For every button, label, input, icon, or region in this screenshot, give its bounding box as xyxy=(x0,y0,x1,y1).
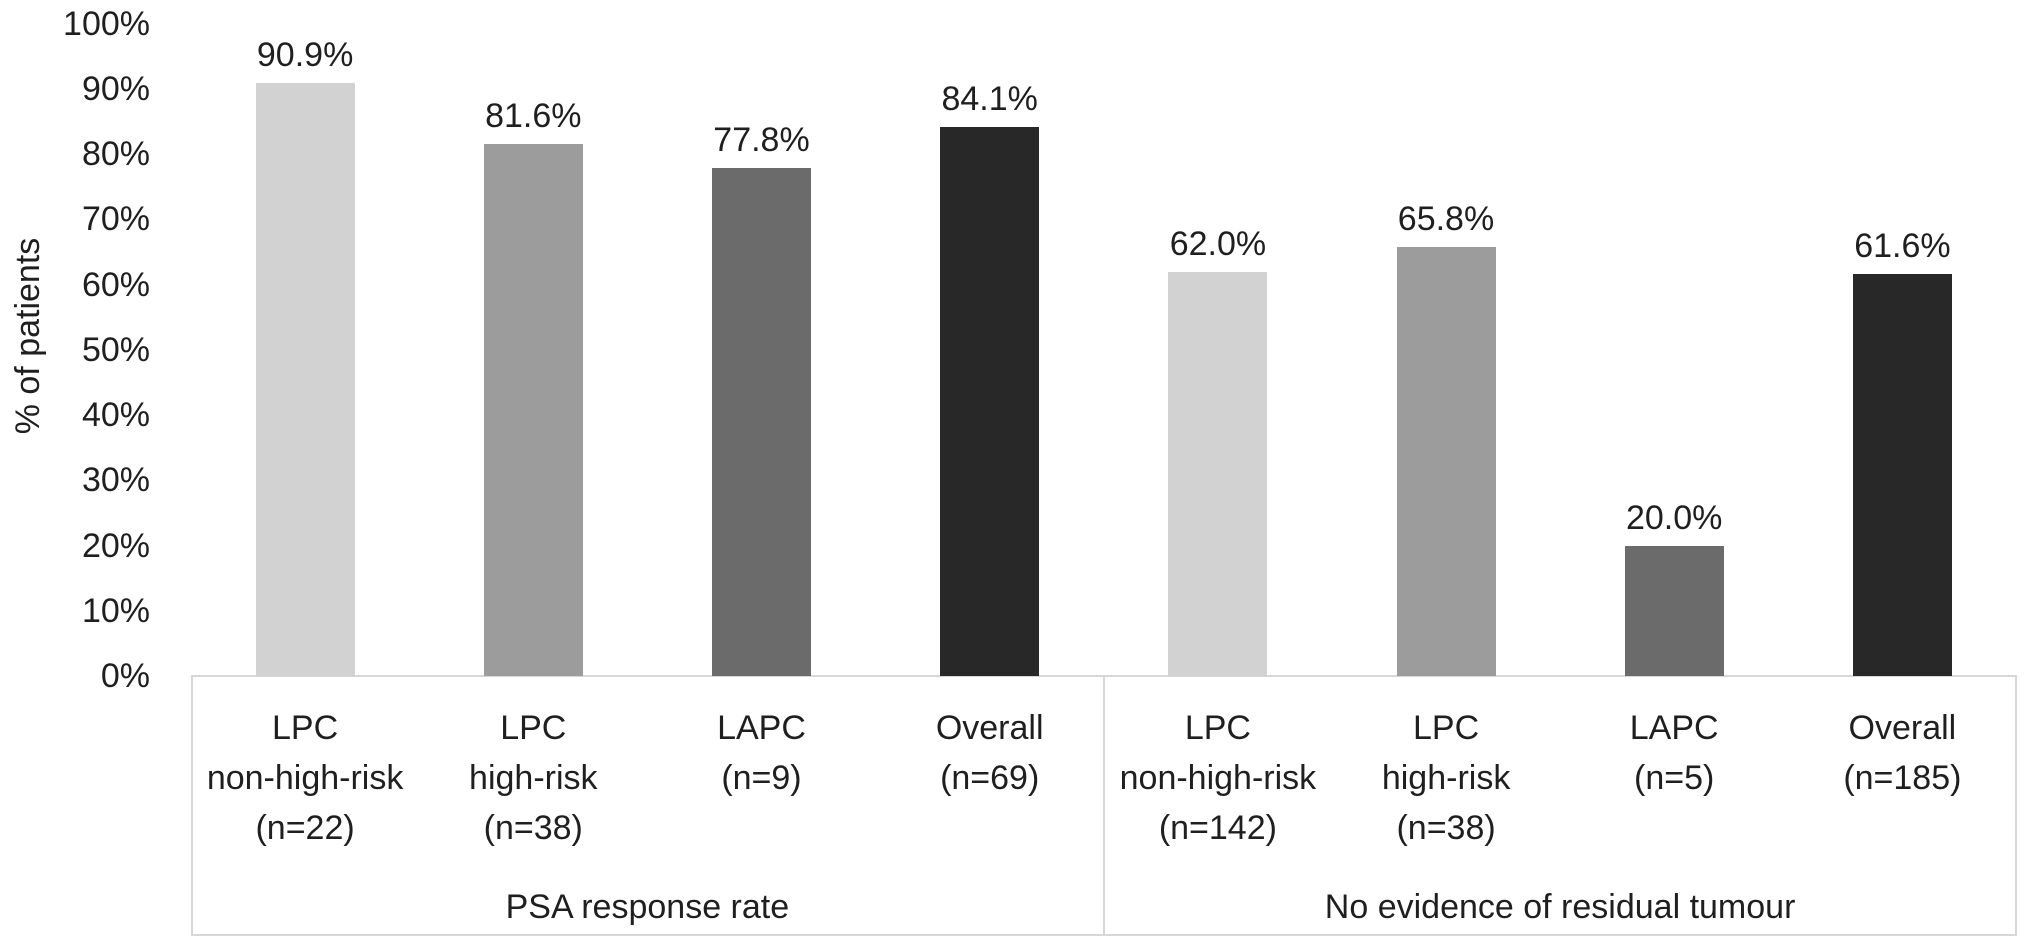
category-label: LAPC (n=5) xyxy=(1560,703,1788,803)
category-label: LPC non-high-risk (n=22) xyxy=(191,703,419,853)
category-label-line: (n=22) xyxy=(255,809,355,847)
category-label-line: (n=38) xyxy=(1396,809,1496,847)
group-label: No evidence of residual tumour xyxy=(1324,888,1796,926)
category-label-line: (n=69) xyxy=(940,759,1040,797)
category-label-line: high-risk xyxy=(469,759,598,797)
bar xyxy=(1396,246,1496,676)
bar xyxy=(1852,274,1952,676)
bar xyxy=(1624,545,1724,676)
category-label-line: non-high-risk xyxy=(1119,759,1317,797)
category-label: LPC non-high-risk (n=142) xyxy=(1104,703,1332,853)
bar-value-label: 81.6% xyxy=(485,96,582,135)
y-tick-label: 90% xyxy=(81,69,150,108)
y-tick-label: 100% xyxy=(63,4,150,43)
category-label-line: (n=5) xyxy=(1634,759,1715,797)
bar xyxy=(940,127,1040,676)
bar-value-label: 90.9% xyxy=(256,36,354,74)
bar xyxy=(255,83,355,676)
bar-value-label: 84.1% xyxy=(941,80,1038,119)
category-label-line: (n=38) xyxy=(483,809,583,847)
y-tick-label: 60% xyxy=(81,265,150,304)
category-label-line: LAPC xyxy=(1629,709,1719,747)
group-label: PSA response rate xyxy=(505,888,790,926)
category-label-line: (n=9) xyxy=(721,759,802,797)
category-label-line: LPC xyxy=(272,709,339,747)
bar-value-label: 61.6% xyxy=(1854,227,1951,266)
category-label: LPC high-risk (n=38) xyxy=(1332,703,1560,853)
category-label: LAPC (n=9) xyxy=(647,703,875,803)
y-tick-label: 20% xyxy=(81,526,150,565)
bar xyxy=(483,143,583,676)
y-tick-label: 0% xyxy=(100,657,150,695)
bar-value-label: 62.0% xyxy=(1169,224,1267,263)
category-label-line: LPC xyxy=(1184,709,1251,747)
y-tick-label: 50% xyxy=(81,330,150,369)
category-label-line: LAPC xyxy=(717,709,806,747)
group-divider xyxy=(1102,675,1105,936)
category-label-line: Overall xyxy=(935,709,1044,747)
y-tick-label: 40% xyxy=(81,396,150,435)
bar-value-label: 77.8% xyxy=(713,121,810,160)
y-tick-label: 10% xyxy=(81,591,150,630)
bar xyxy=(712,168,811,676)
category-label-line: (n=185) xyxy=(1843,759,1962,797)
category-label: LPC high-risk (n=38) xyxy=(419,703,647,853)
category-label-line: high-risk xyxy=(1381,759,1511,797)
bar-value-label: 20.0% xyxy=(1625,498,1723,537)
category-label-line: (n=142) xyxy=(1158,809,1277,847)
bar xyxy=(1168,271,1268,676)
y-tick-label: 80% xyxy=(81,135,150,174)
category-label: Overall (n=69) xyxy=(876,703,1104,803)
category-label-line: LPC xyxy=(500,709,567,747)
category-label-line: LPC xyxy=(1413,709,1480,747)
y-tick-label: 70% xyxy=(81,200,150,239)
bar-value-label: 65.8% xyxy=(1397,199,1495,238)
category-label-line: Overall xyxy=(1848,709,1957,747)
category-label-line: non-high-risk xyxy=(206,759,404,797)
y-tick-label: 30% xyxy=(81,461,150,500)
category-label: Overall (n=185) xyxy=(1788,703,2016,803)
